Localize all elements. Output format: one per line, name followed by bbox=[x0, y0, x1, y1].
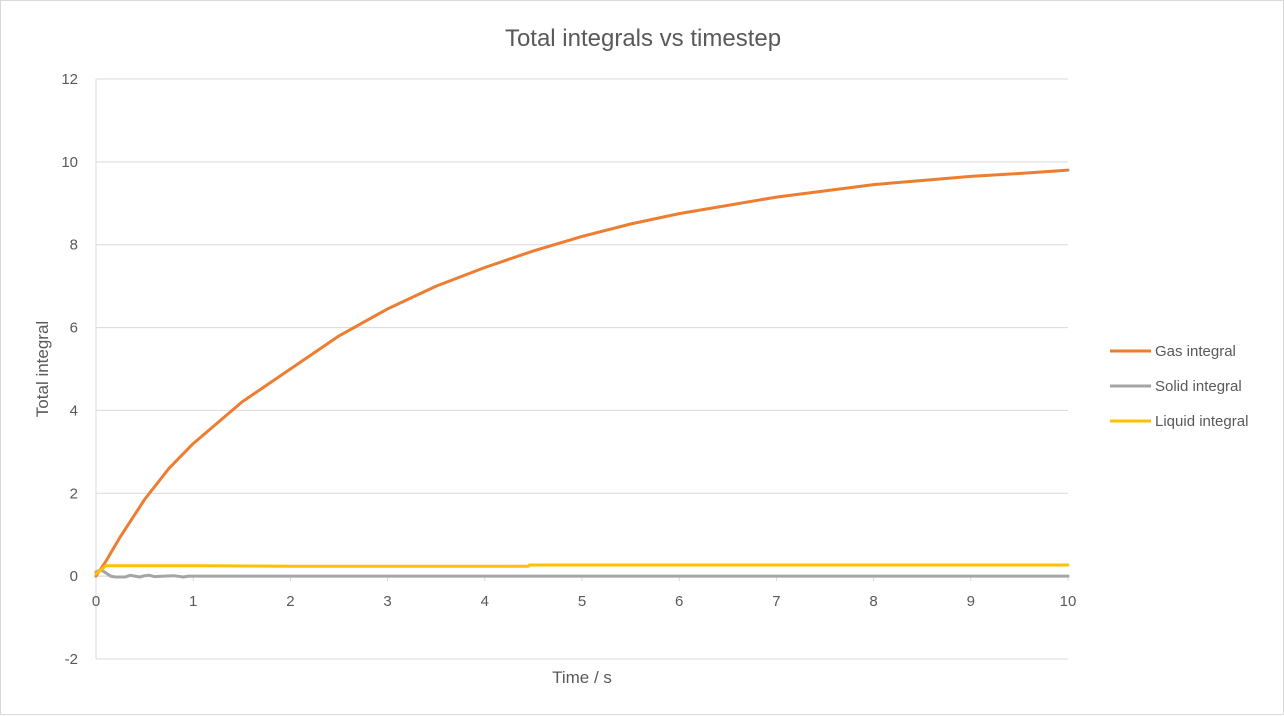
chart-title: Total integrals vs timestep bbox=[505, 25, 781, 52]
x-tick-label: 6 bbox=[675, 593, 683, 610]
y-tick-label: 2 bbox=[70, 485, 78, 502]
legend-label: Solid integral bbox=[1155, 378, 1242, 395]
y-tick-labels: -2 0 2 4 6 8 10 12 bbox=[61, 71, 78, 668]
y-axis-title: Total integral bbox=[33, 321, 52, 417]
legend-label: Gas integral bbox=[1155, 343, 1236, 360]
x-tick-label: 4 bbox=[481, 593, 489, 610]
legend-item: Solid integral bbox=[1110, 378, 1242, 395]
x-tick-label: 2 bbox=[286, 593, 294, 610]
y-tick-label: 8 bbox=[70, 237, 78, 254]
legend: Gas integral Solid integral Liquid integra… bbox=[1110, 343, 1248, 430]
y-tick-label: 12 bbox=[61, 71, 78, 88]
x-tick-label: 8 bbox=[869, 593, 877, 610]
legend-item: Liquid integral bbox=[1110, 413, 1248, 430]
x-tick-label: 1 bbox=[189, 593, 197, 610]
y-tick-label: 0 bbox=[70, 568, 78, 585]
x-tick-labels: 0 1 2 3 4 5 6 7 8 9 10 bbox=[92, 593, 1077, 610]
series-line-gas-integral bbox=[94, 168, 1070, 578]
y-tick-label: 6 bbox=[70, 320, 78, 337]
legend-label: Liquid integral bbox=[1155, 413, 1248, 430]
x-tick-label: 5 bbox=[578, 593, 586, 610]
x-axis-title: Time / s bbox=[552, 668, 612, 687]
x-tick-label: 9 bbox=[967, 593, 975, 610]
x-tick-label: 3 bbox=[383, 593, 391, 610]
series-lines bbox=[94, 168, 1070, 579]
x-tick-label: 0 bbox=[92, 593, 100, 610]
legend-item: Gas integral bbox=[1110, 343, 1236, 360]
x-tick-label: 7 bbox=[772, 593, 780, 610]
y-tick-label: 10 bbox=[61, 154, 78, 171]
y-tick-label: 4 bbox=[70, 402, 78, 419]
gridlines bbox=[95, 78, 1069, 660]
y-tick-label: -2 bbox=[65, 651, 78, 668]
x-tick-label: 10 bbox=[1060, 593, 1077, 610]
series-line-liquid-integral bbox=[94, 563, 1070, 576]
series-line-solid-integral bbox=[94, 568, 1070, 579]
